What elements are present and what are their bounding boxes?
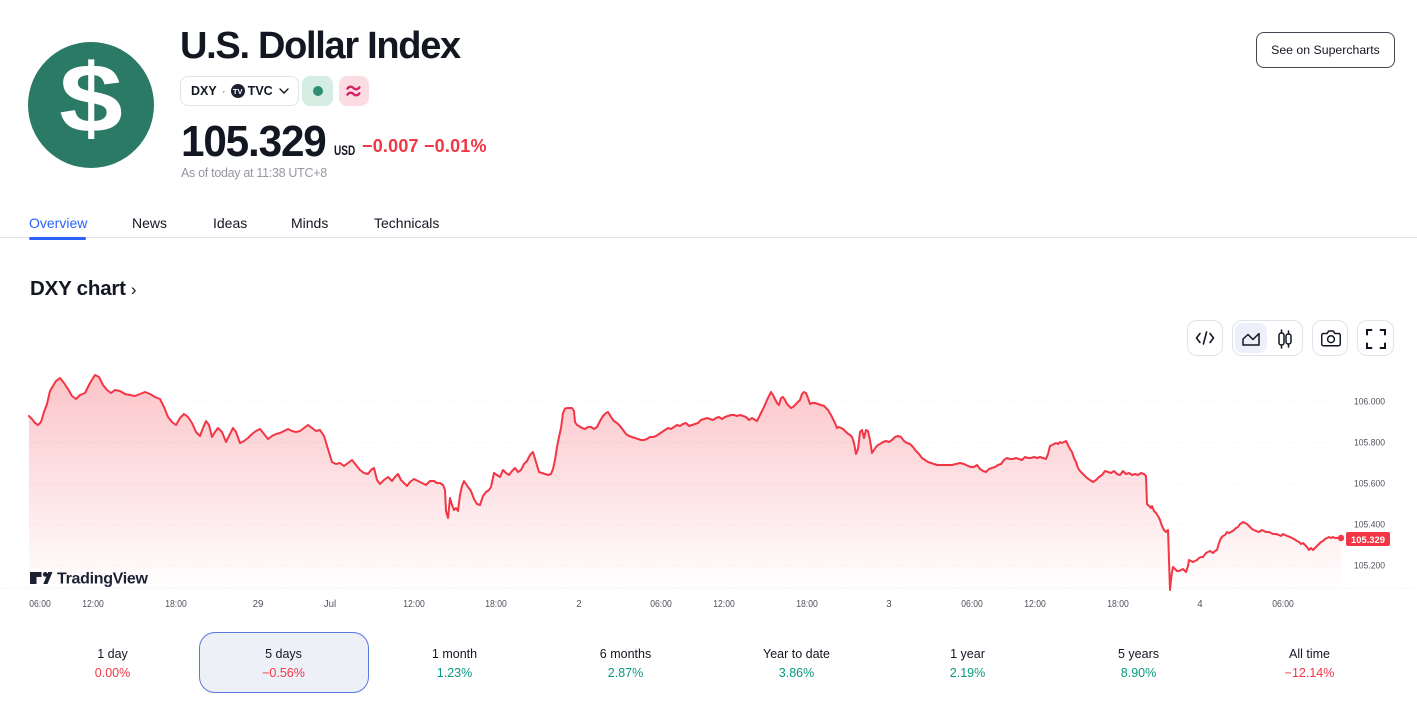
svg-text:18:00: 18:00 bbox=[485, 599, 507, 610]
svg-text:18:00: 18:00 bbox=[1107, 599, 1129, 610]
svg-text:12:00: 12:00 bbox=[713, 599, 735, 610]
svg-text:06:00: 06:00 bbox=[29, 599, 51, 610]
svg-text:12:00: 12:00 bbox=[1024, 599, 1046, 610]
svg-text:105.800: 105.800 bbox=[1354, 438, 1385, 449]
svg-text:105.400: 105.400 bbox=[1354, 520, 1385, 531]
svg-text:06:00: 06:00 bbox=[1272, 599, 1294, 610]
svg-text:105.600: 105.600 bbox=[1354, 479, 1385, 490]
svg-text:06:00: 06:00 bbox=[650, 599, 672, 610]
svg-text:Jul: Jul bbox=[324, 599, 336, 610]
svg-text:3: 3 bbox=[886, 599, 891, 610]
svg-text:105.200: 105.200 bbox=[1354, 561, 1385, 572]
svg-text:12:00: 12:00 bbox=[82, 599, 104, 610]
svg-text:18:00: 18:00 bbox=[165, 599, 187, 610]
svg-text:106.000: 106.000 bbox=[1354, 397, 1385, 408]
svg-text:29: 29 bbox=[253, 599, 264, 610]
svg-text:2: 2 bbox=[576, 599, 581, 610]
svg-text:18:00: 18:00 bbox=[796, 599, 818, 610]
svg-text:12:00: 12:00 bbox=[403, 599, 425, 610]
svg-text:06:00: 06:00 bbox=[961, 599, 983, 610]
svg-text:4: 4 bbox=[1197, 599, 1203, 610]
svg-text:105.329: 105.329 bbox=[1351, 535, 1385, 546]
svg-text:TradingView: TradingView bbox=[57, 571, 149, 588]
